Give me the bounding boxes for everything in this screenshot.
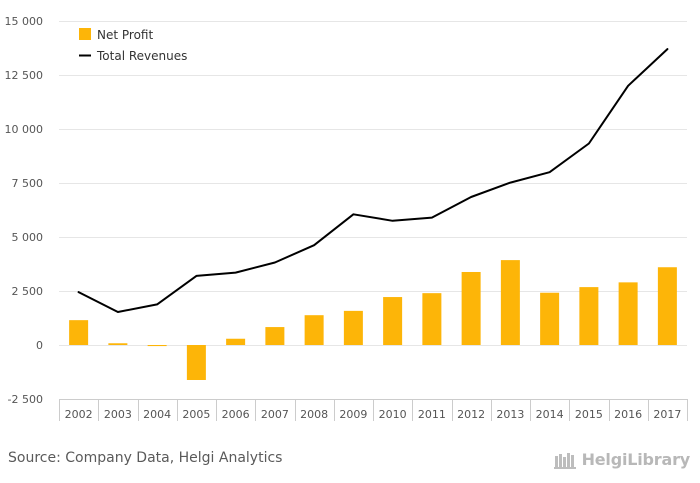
net-profit-bar [69, 320, 89, 345]
y-tick-label: 15 000 [5, 15, 44, 28]
net-profit-bar [618, 282, 638, 345]
total-revenues-line-group [77, 48, 669, 313]
net-profit-bar [108, 343, 128, 345]
x-tick-label: 2011 [418, 408, 446, 421]
y-tick-label: 10 000 [5, 123, 44, 136]
net-profit-bar [186, 345, 206, 380]
legend-label-net-profit: Net Profit [97, 28, 153, 42]
net-profit-bar [265, 327, 285, 345]
x-tick-label: 2008 [300, 408, 328, 421]
legend: Net Profit Total Revenues [79, 28, 187, 63]
x-tick-label: 2012 [457, 408, 485, 421]
x-tick-label: 2013 [496, 408, 524, 421]
axes [59, 399, 688, 421]
gridlines [59, 21, 687, 346]
net-profit-bar [657, 267, 677, 345]
net-profit-bars [69, 260, 677, 380]
legend-swatch-net-profit [79, 28, 91, 40]
library-icon [553, 453, 576, 469]
x-tick-label: 2015 [575, 408, 603, 421]
y-tick-label: 5 000 [12, 231, 44, 244]
legend-label-total-revenues: Total Revenues [96, 49, 187, 63]
x-tick-label: 2017 [653, 408, 681, 421]
x-tick-label: 2009 [339, 408, 367, 421]
x-tick-labels: 2002 2003 2004 2005 2006 2007 2008 2009 2010 2011… [65, 408, 682, 421]
y-tick-label: 2 500 [12, 285, 44, 298]
net-profit-bar [500, 260, 520, 345]
net-profit-bar [422, 293, 442, 345]
net-profit-bar [304, 315, 324, 345]
x-tick-label: 2006 [222, 408, 250, 421]
brand-name: HelgiLibrary [581, 449, 691, 469]
net-profit-bar [226, 338, 246, 345]
y-tick-label: 7 500 [12, 177, 44, 190]
net-profit-bar [383, 297, 403, 345]
x-tick-label: 2003 [104, 408, 132, 421]
x-tick-label: 2004 [143, 408, 171, 421]
net-profit-bar [540, 292, 560, 345]
y-tick-label: -2 500 [8, 393, 43, 406]
x-tick-label: 2010 [379, 408, 407, 421]
net-profit-bar [579, 287, 599, 345]
source-note: Source: Company Data, Helgi Analytics [8, 450, 283, 466]
net-profit-bar [343, 310, 363, 345]
y-tick-label: 12 500 [5, 69, 44, 82]
net-profit-bar [461, 271, 481, 345]
y-tick-labels: -2 500 0 2 500 5 000 7 500 10 000 12 500 15 000 [5, 15, 44, 406]
x-tick-label: 2014 [536, 408, 564, 421]
x-tick-label: 2002 [65, 408, 93, 421]
y-tick-label: 0 [36, 339, 43, 352]
x-tick-label: 2007 [261, 408, 289, 421]
net-profit-bar [147, 345, 167, 347]
x-tick-label: 2016 [614, 408, 642, 421]
x-tick-label: 2005 [182, 408, 210, 421]
total-revenues-line [77, 48, 669, 313]
brand-logo: HelgiLibrary [553, 448, 691, 470]
